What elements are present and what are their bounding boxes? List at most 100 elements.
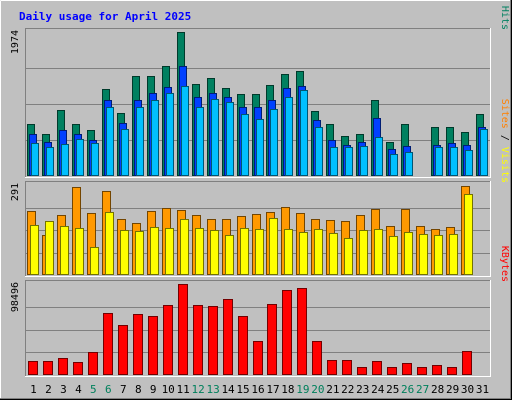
x-tick-day-9: 9 xyxy=(150,383,157,396)
side-label-part-3: / xyxy=(499,0,510,6)
x-tick-day-21: 21 xyxy=(326,383,339,396)
bar-sites-day-11 xyxy=(180,219,189,275)
bar-sites-day-23 xyxy=(359,230,368,275)
bar-pages-day-23 xyxy=(360,146,368,176)
bar-kbytes-day-23 xyxy=(357,367,367,375)
bar-pages-day-7 xyxy=(121,129,129,176)
bar-kbytes-day-13 xyxy=(208,306,218,375)
panel-usage-max-label: 1974 xyxy=(10,30,21,54)
bar-pages-day-4 xyxy=(76,139,84,176)
bar-pages-day-24 xyxy=(375,137,383,176)
bar-sites-day-7 xyxy=(120,230,129,275)
bar-sites-day-6 xyxy=(105,212,114,275)
bar-kbytes-day-4 xyxy=(73,362,83,375)
bar-kbytes-day-19 xyxy=(297,288,307,375)
bar-sites-day-30 xyxy=(464,194,473,275)
bar-pages-day-16 xyxy=(256,119,264,176)
bar-kbytes-day-14 xyxy=(223,299,233,375)
bar-sites-day-20 xyxy=(314,229,323,275)
bar-pages-day-30 xyxy=(465,150,473,176)
x-tick-day-7: 7 xyxy=(120,383,127,396)
bar-sites-day-15 xyxy=(240,228,249,275)
x-tick-day-20: 20 xyxy=(311,383,324,396)
x-tick-day-3: 3 xyxy=(60,383,67,396)
bar-pages-day-10 xyxy=(166,93,174,176)
bar-kbytes-day-8 xyxy=(133,314,143,375)
x-tick-day-27: 27 xyxy=(416,383,429,396)
panel-usage-side-label: Pages / Files / Hits xyxy=(499,0,510,30)
x-tick-day-18: 18 xyxy=(281,383,294,396)
x-tick-day-31: 31 xyxy=(476,383,489,396)
x-tick-day-5: 5 xyxy=(90,383,97,396)
bar-pages-day-29 xyxy=(450,147,458,176)
x-tick-day-26: 26 xyxy=(401,383,414,396)
x-tick-day-23: 23 xyxy=(356,383,369,396)
x-tick-day-8: 8 xyxy=(135,383,142,396)
bar-sites-day-25 xyxy=(389,236,398,275)
x-tick-day-11: 11 xyxy=(177,383,190,396)
x-tick-day-2: 2 xyxy=(45,383,52,396)
x-tick-day-25: 25 xyxy=(386,383,399,396)
bar-sites-day-4 xyxy=(75,228,84,275)
bar-kbytes-day-24 xyxy=(372,361,382,375)
series-pages xyxy=(31,86,488,176)
bar-kbytes-day-6 xyxy=(103,313,113,375)
bar-kbytes-day-30 xyxy=(462,351,472,375)
bar-pages-day-18 xyxy=(285,97,293,176)
x-tick-day-10: 10 xyxy=(162,383,175,396)
bar-kbytes-day-5 xyxy=(88,352,98,375)
bar-sites-day-24 xyxy=(374,229,383,275)
bar-pages-day-12 xyxy=(196,107,204,176)
bar-kbytes-day-26 xyxy=(402,363,412,375)
bar-pages-day-3 xyxy=(61,144,69,176)
x-tick-day-29: 29 xyxy=(446,383,459,396)
bar-kbytes-day-17 xyxy=(267,304,277,375)
bar-sites-day-28 xyxy=(434,235,443,275)
series-sites xyxy=(30,194,473,275)
bar-pages-day-13 xyxy=(211,99,219,176)
x-tick-day-22: 22 xyxy=(341,383,354,396)
bar-pages-day-17 xyxy=(270,109,278,176)
bar-kbytes-day-15 xyxy=(238,316,248,375)
bar-sites-day-26 xyxy=(404,232,413,275)
x-tick-day-13: 13 xyxy=(206,383,219,396)
x-tick-day-17: 17 xyxy=(266,383,279,396)
bar-sites-day-1 xyxy=(30,225,39,275)
bar-kbytes-day-1 xyxy=(28,361,38,375)
bar-kbytes-day-22 xyxy=(342,360,352,375)
bar-sites-day-9 xyxy=(150,227,159,275)
bar-pages-day-14 xyxy=(226,102,234,176)
panel-visits-side-label: Sites / Visits xyxy=(499,99,510,183)
x-tick-day-4: 4 xyxy=(75,383,82,396)
bar-pages-day-5 xyxy=(91,143,99,176)
bar-pages-day-11 xyxy=(181,86,189,176)
bar-kbytes-day-12 xyxy=(193,305,203,375)
bar-sites-day-22 xyxy=(344,238,353,275)
bar-sites-day-16 xyxy=(255,229,264,275)
bar-sites-day-12 xyxy=(195,228,204,275)
bar-pages-day-9 xyxy=(151,100,159,176)
side-label-part-4: Hits xyxy=(499,6,510,30)
x-tick-day-19: 19 xyxy=(296,383,309,396)
bar-pages-day-31 xyxy=(480,129,488,176)
chart-title: Daily usage for April 2025 xyxy=(19,10,191,23)
x-tick-day-1: 1 xyxy=(30,383,37,396)
bar-sites-day-13 xyxy=(210,230,219,275)
bar-sites-day-19 xyxy=(299,232,308,275)
bar-sites-day-14 xyxy=(225,235,234,275)
bar-kbytes-day-21 xyxy=(327,360,337,375)
bar-pages-day-28 xyxy=(435,147,443,176)
bar-sites-day-21 xyxy=(329,233,338,275)
bar-pages-day-20 xyxy=(315,127,323,176)
x-tick-day-6: 6 xyxy=(105,383,112,396)
bar-kbytes-day-28 xyxy=(432,365,442,375)
bar-pages-day-8 xyxy=(136,107,144,176)
bar-kbytes-day-25 xyxy=(387,367,397,375)
bar-sites-day-8 xyxy=(135,231,144,275)
side-label-part-1: / xyxy=(499,129,510,147)
side-label-part-2: Visits xyxy=(499,147,510,183)
series-kbytes xyxy=(28,284,472,375)
panel-usage: 1974 Pages / Files / Hits xyxy=(10,0,510,178)
bar-pages-day-6 xyxy=(106,107,114,176)
